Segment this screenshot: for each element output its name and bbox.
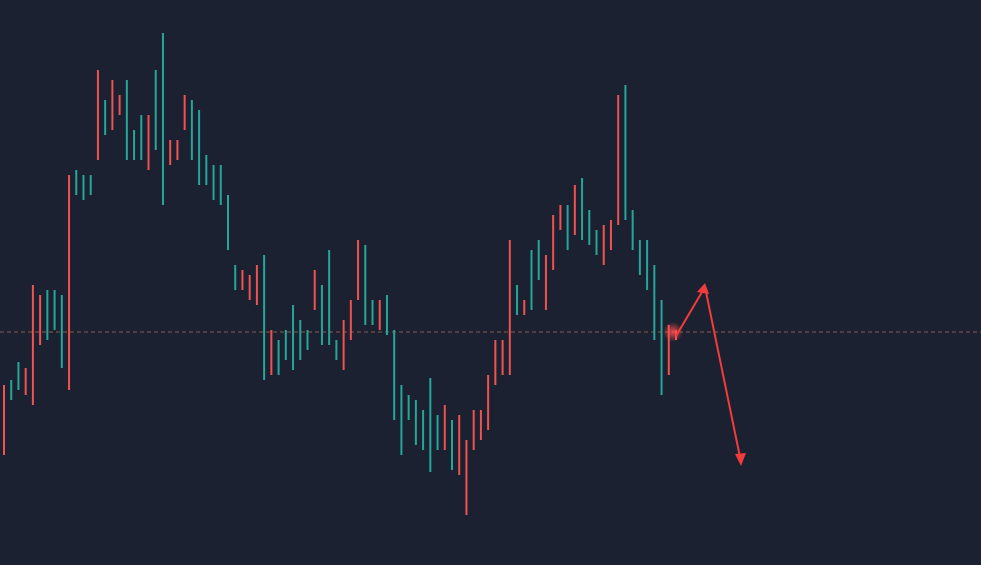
price-glow — [663, 322, 683, 342]
bars — [0, 33, 981, 515]
arrow-head — [697, 283, 709, 294]
arrow-head — [735, 453, 746, 466]
